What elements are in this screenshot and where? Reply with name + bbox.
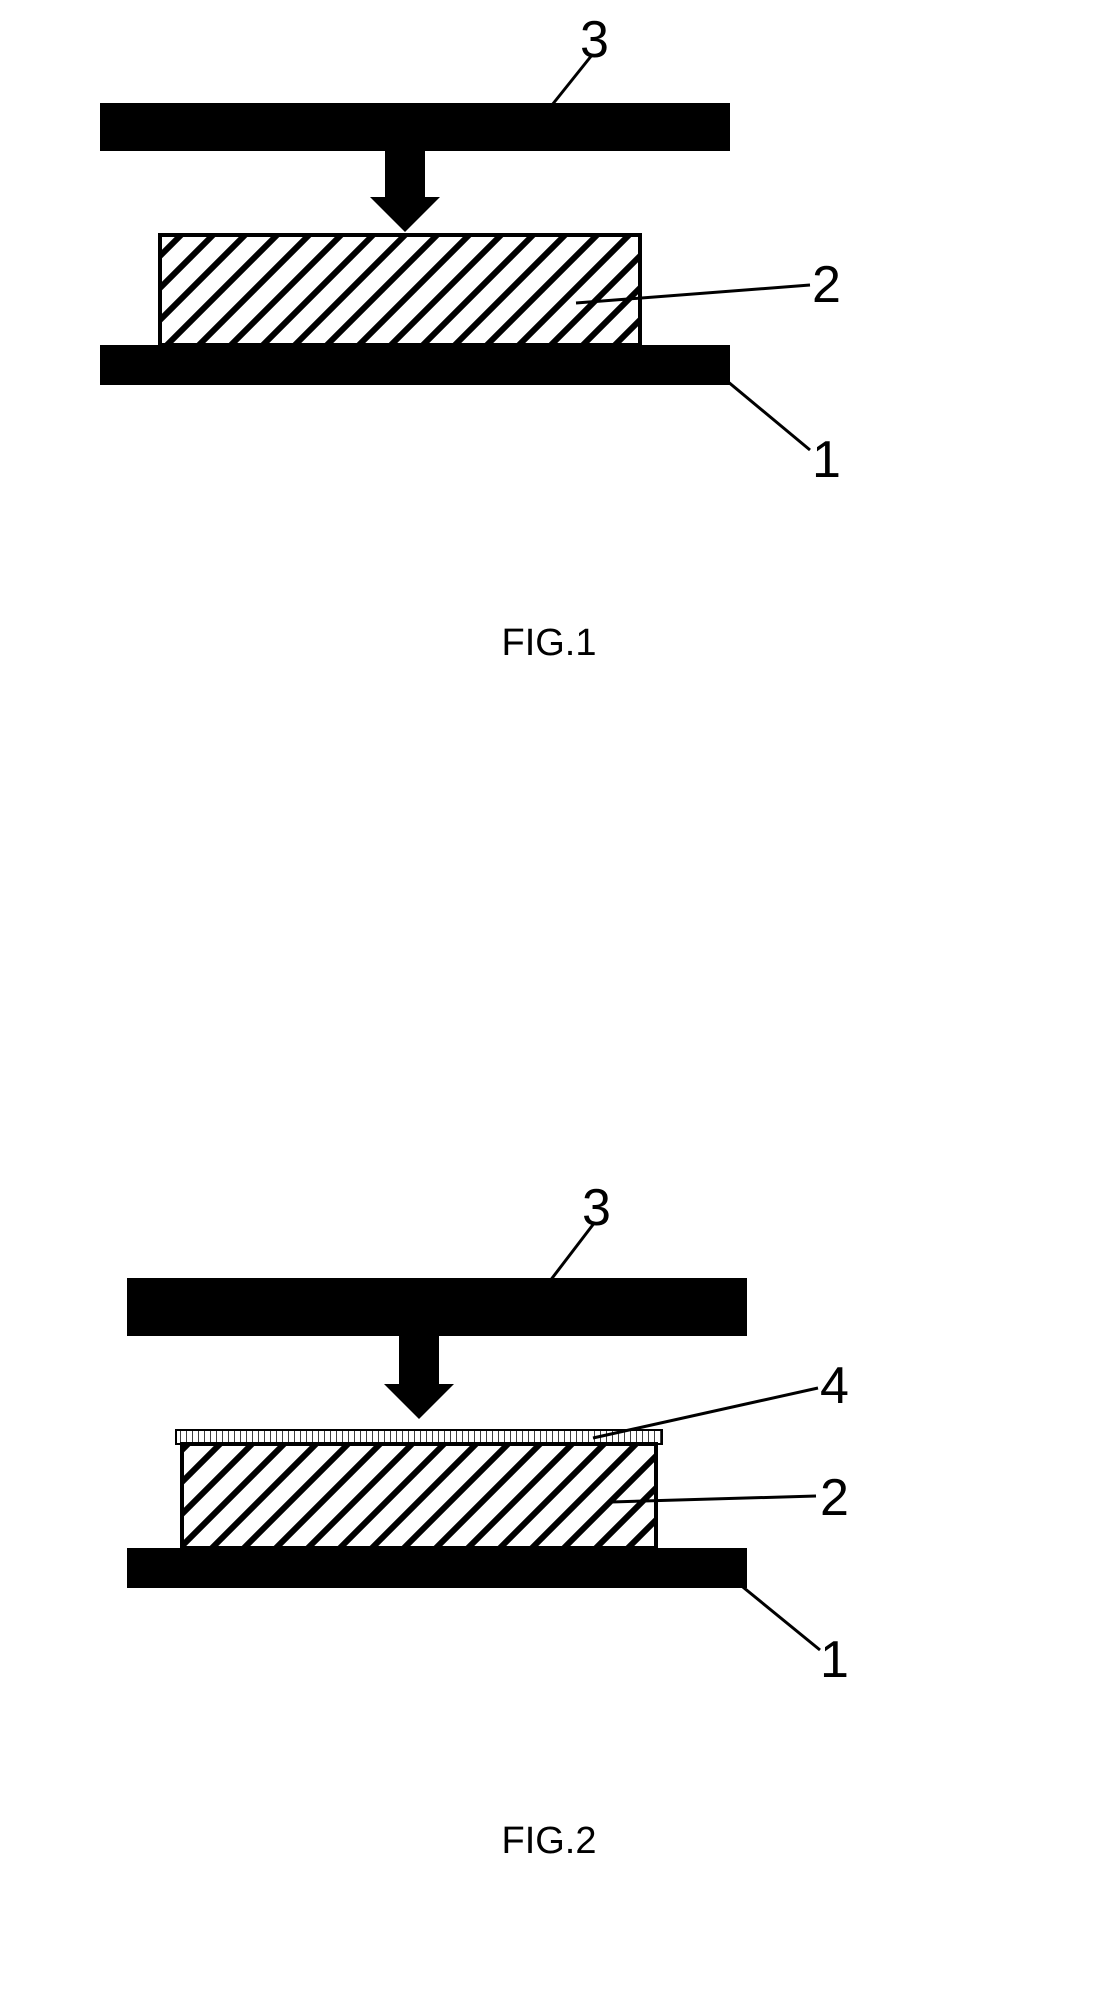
fig2-bottom-plate [127, 1548, 747, 1588]
fig2-callout-3: 3 [582, 1178, 611, 1238]
fig1-label: FIG.1 [0, 622, 1098, 665]
fig2-top-plate [127, 1278, 747, 1336]
fig2-callout-1: 1 [820, 1630, 849, 1690]
fig1-arrow [370, 151, 440, 232]
fig2-callout-line-4 [593, 1388, 818, 1438]
fig2-callout-2: 2 [820, 1468, 849, 1528]
fig1-callout-line-1 [709, 366, 810, 450]
fig1-hatched-block [160, 235, 640, 345]
fig2-thin-layer [176, 1430, 662, 1444]
fig2-label: FIG.2 [0, 1820, 1098, 1863]
figure-1-svg [0, 0, 1098, 2011]
fig1-top-plate [100, 103, 730, 151]
fig1-callout-3: 3 [580, 10, 609, 70]
fig2-callout-4: 4 [820, 1356, 849, 1416]
fig1-callout-1: 1 [812, 430, 841, 490]
fig2-callout-line-1 [722, 1570, 820, 1650]
fig1-bottom-plate [100, 345, 730, 385]
fig2-arrow [384, 1336, 454, 1419]
fig1-callout-2: 2 [812, 255, 841, 315]
fig2-hatched-block [182, 1444, 656, 1548]
